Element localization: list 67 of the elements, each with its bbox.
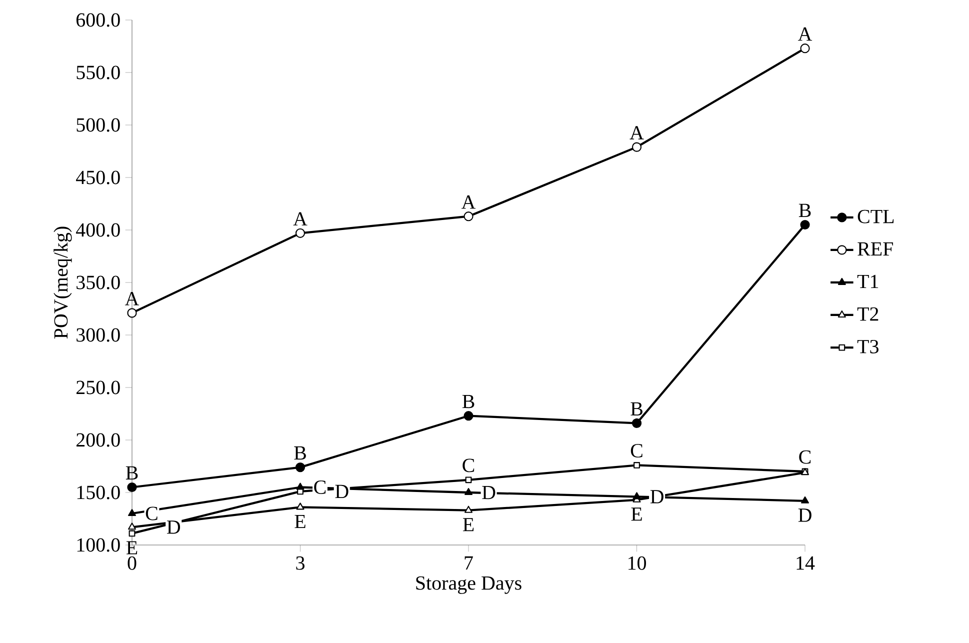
annotation: B bbox=[126, 466, 138, 480]
legend-label: CTL bbox=[858, 210, 894, 224]
annotation: B bbox=[630, 402, 642, 416]
annotation: D bbox=[650, 490, 664, 504]
point bbox=[296, 482, 304, 490]
point bbox=[632, 492, 641, 500]
annotation: B bbox=[294, 446, 306, 460]
x-tick-label: 3 bbox=[296, 556, 304, 570]
point bbox=[128, 508, 136, 516]
point bbox=[464, 212, 474, 222]
point bbox=[632, 418, 642, 428]
x-tick-label: 14 bbox=[796, 556, 815, 570]
y-tick-label: 400.0 bbox=[76, 223, 120, 237]
point bbox=[295, 228, 306, 238]
point bbox=[127, 482, 137, 492]
annotation: A bbox=[293, 212, 308, 226]
legend-label: T3 bbox=[857, 340, 878, 354]
legend-label: REF bbox=[858, 242, 893, 256]
annotation: E bbox=[294, 514, 306, 528]
annotation: D bbox=[166, 520, 180, 534]
annotation: C bbox=[799, 450, 811, 464]
point bbox=[464, 488, 473, 496]
y-tick-label: 500.0 bbox=[76, 118, 120, 132]
x-tick-label: 10 bbox=[628, 556, 646, 570]
y-tick-label: 200.0 bbox=[76, 433, 120, 447]
legend-label: T2 bbox=[857, 307, 878, 321]
y-tick-label: 300.0 bbox=[76, 328, 120, 342]
y-tick-label: 450.0 bbox=[76, 170, 120, 184]
y-tick-label: 350.0 bbox=[76, 276, 120, 290]
annotation: D bbox=[798, 508, 812, 522]
x-tick-label: 0 bbox=[128, 556, 136, 570]
point bbox=[464, 411, 474, 421]
point bbox=[800, 44, 810, 54]
annotation: C bbox=[146, 506, 158, 520]
annotation: C bbox=[630, 444, 642, 458]
annotation: C bbox=[462, 458, 474, 472]
annotation: A bbox=[798, 27, 812, 41]
x-axis-title: Storage Days bbox=[416, 576, 522, 594]
y-tick-label: 600.0 bbox=[76, 13, 120, 27]
x-tick-label: 7 bbox=[464, 556, 473, 570]
annotation: A bbox=[124, 292, 140, 306]
point bbox=[632, 142, 642, 152]
point bbox=[128, 530, 136, 537]
y-tick-label: 100.0 bbox=[77, 538, 120, 552]
legend-label: T1 bbox=[857, 274, 878, 288]
annotation: A bbox=[461, 195, 476, 209]
annotation: A bbox=[630, 126, 644, 140]
annotation: C bbox=[314, 480, 326, 494]
annotation: E bbox=[462, 518, 474, 532]
y-tick-label: 150.0 bbox=[77, 486, 120, 500]
annotation: B bbox=[462, 394, 474, 408]
point bbox=[464, 506, 473, 513]
point bbox=[800, 220, 810, 230]
annotation: D bbox=[482, 486, 496, 500]
annotation: E bbox=[631, 508, 642, 521]
annotation: B bbox=[798, 204, 811, 218]
point bbox=[465, 476, 472, 484]
point bbox=[634, 462, 640, 468]
annotation: D bbox=[335, 484, 348, 498]
point bbox=[295, 462, 306, 472]
point bbox=[801, 496, 810, 504]
y-tick-label: 550.0 bbox=[76, 66, 120, 80]
annotation: E bbox=[126, 541, 138, 554]
point bbox=[296, 502, 304, 510]
point bbox=[127, 308, 137, 318]
y-tick-label: 250.0 bbox=[76, 380, 120, 394]
y-axis-title: POV(meq/kg) bbox=[54, 226, 72, 339]
